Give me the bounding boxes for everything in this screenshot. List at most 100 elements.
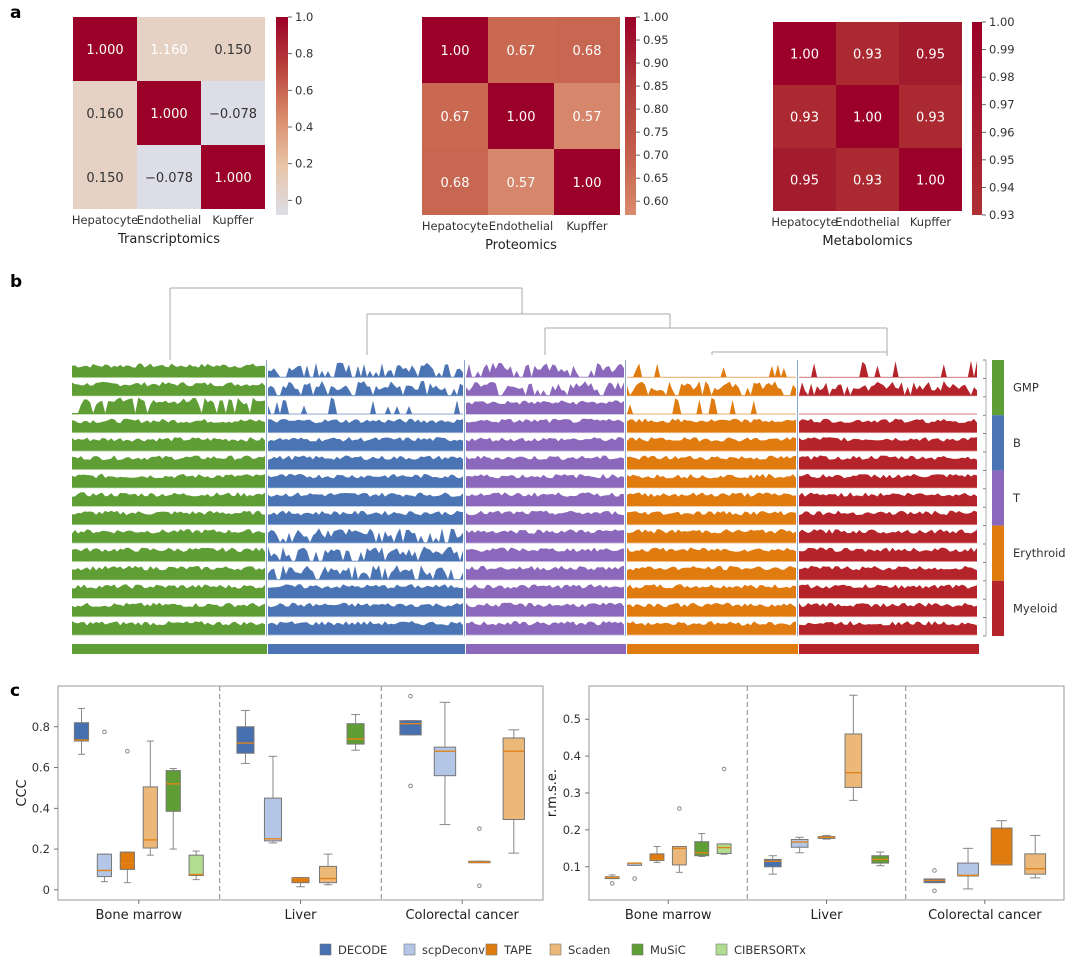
area-profile-row	[627, 547, 796, 562]
area-profile-row	[799, 584, 977, 598]
box-decode	[399, 693, 422, 789]
heatmap-cell	[422, 83, 488, 149]
area-profile-row	[466, 621, 624, 635]
area-column-b	[266, 360, 465, 654]
x-category-label: Liver	[285, 908, 318, 923]
area-profile-row	[72, 363, 265, 378]
area-profile-row	[72, 547, 265, 562]
y-tick-label: 0.3	[563, 786, 581, 800]
heatmap-cell	[137, 81, 201, 145]
cell-value-label: 1.00	[573, 176, 602, 191]
box-iqr	[188, 854, 204, 877]
box-iqr	[236, 726, 255, 754]
area-profile-row	[466, 362, 624, 378]
method-legend: DECODE scpDeconv TAPE Scaden MuSiC CIBERSORTx	[319, 943, 806, 957]
area-profile-row	[627, 418, 796, 433]
box-cibersortx	[716, 766, 732, 855]
box-scpdeconv	[96, 729, 113, 883]
x-tick-label: Kupffer	[566, 219, 608, 233]
cell-value-label: 0.95	[916, 48, 945, 63]
box-iqr	[263, 797, 283, 842]
heatmap-cell	[899, 85, 962, 148]
heatmap-cell	[137, 17, 201, 81]
heatmap-cell	[836, 148, 899, 211]
boxplot-rmse: 0.1 0.2 0.3 0.4 0.5 r.m.s.e. Bone marrow Liver C…	[545, 685, 1065, 923]
area-profile-row	[466, 584, 624, 598]
group-color-bar	[799, 644, 979, 654]
cell-value-label: 1.00	[916, 174, 945, 189]
y-tick-label: 0.6	[32, 761, 50, 775]
outlier-point	[477, 883, 482, 889]
area-profile-row	[268, 528, 463, 543]
area-profile-row	[627, 397, 796, 414]
area-profile-row	[72, 492, 265, 506]
cell-value-label: 0.67	[441, 110, 470, 125]
box-iqr	[1024, 853, 1047, 875]
box-iqr	[142, 786, 158, 849]
box-iqr	[990, 827, 1013, 866]
panel-b-area-profiles: GMP B T Erythroid Myeloid	[72, 287, 1066, 654]
area-profile-row	[268, 473, 463, 488]
box-tape	[468, 826, 491, 889]
legend-label-b: B	[1013, 436, 1021, 450]
outlier-point	[125, 748, 130, 754]
box-iqr	[694, 841, 710, 857]
area-profile-row	[799, 565, 977, 580]
box-tape	[291, 877, 310, 888]
box-scaden	[502, 729, 525, 854]
x-tick-label: Kupffer	[212, 213, 254, 227]
area-profile-row	[466, 602, 624, 617]
area-profile-row	[72, 455, 265, 470]
area-profile-row	[799, 529, 977, 543]
colorbar-tick-label: 0	[295, 193, 302, 207]
heatmap-cell	[836, 85, 899, 148]
area-profile-row	[799, 360, 977, 378]
area-profile-row	[466, 437, 624, 451]
cell-value-label: 0.57	[573, 110, 602, 125]
area-profile-row	[268, 455, 463, 470]
cell-value-label: −0.078	[145, 171, 193, 186]
area-profile-row	[627, 455, 796, 470]
plot-frame	[588, 685, 1065, 901]
area-profile-row	[627, 510, 796, 525]
legend-label: CIBERSORTx	[734, 943, 806, 957]
cell-value-label: 0.93	[790, 111, 819, 126]
box-iqr	[649, 853, 665, 862]
box-decode	[923, 868, 946, 894]
area-profile-row	[72, 381, 265, 396]
legend-swatch	[715, 943, 728, 956]
legend-swatch-myeloid	[992, 580, 1004, 636]
legend-swatch-erythroid	[992, 525, 1004, 581]
area-profile-row	[799, 602, 977, 617]
heatmap-title: Proteomics	[485, 238, 557, 253]
outlier-point	[609, 881, 615, 886]
legend-item-tape: TAPE	[485, 943, 532, 957]
y-tick-label: 0.4	[32, 801, 50, 815]
area-profile-row	[799, 547, 977, 562]
colorbar-tick-label: 0.4	[295, 120, 313, 134]
area-profile-row	[627, 602, 796, 617]
heatmap-cell	[773, 148, 836, 211]
x-tick-label: Kupffer	[910, 215, 952, 229]
y-tick-label: 0.8	[32, 720, 50, 734]
colorbar-tick-label: 0.65	[643, 171, 669, 185]
heatmap-metabolomics: 1.00 0.93 0.95 0.93 1.00 0.93 0.95 0.93 1.00 Hepa…	[771, 15, 1014, 249]
heatmap-cell	[899, 148, 962, 211]
cell-value-label: 0.68	[441, 176, 470, 191]
cell-value-label: 0.93	[853, 174, 882, 189]
heatmap-cell	[554, 149, 620, 215]
legend-label: scpDeconv	[422, 943, 485, 957]
x-category-label: Bone marrow	[96, 908, 183, 923]
box-scaden	[318, 853, 338, 886]
cell-value-label: 1.00	[790, 48, 819, 63]
heatmap-cell	[836, 22, 899, 85]
outlier-point	[408, 783, 413, 789]
colorbar-tick-label: 1.00	[989, 15, 1015, 29]
x-tick-label: Hepatocyte	[72, 213, 138, 227]
panel-label-b: b	[10, 272, 22, 292]
area-profile-row	[72, 602, 265, 617]
box-scaden	[671, 806, 687, 873]
y-axis-title: CCC	[15, 779, 30, 806]
x-tick-label: Hepatocyte	[422, 219, 488, 233]
